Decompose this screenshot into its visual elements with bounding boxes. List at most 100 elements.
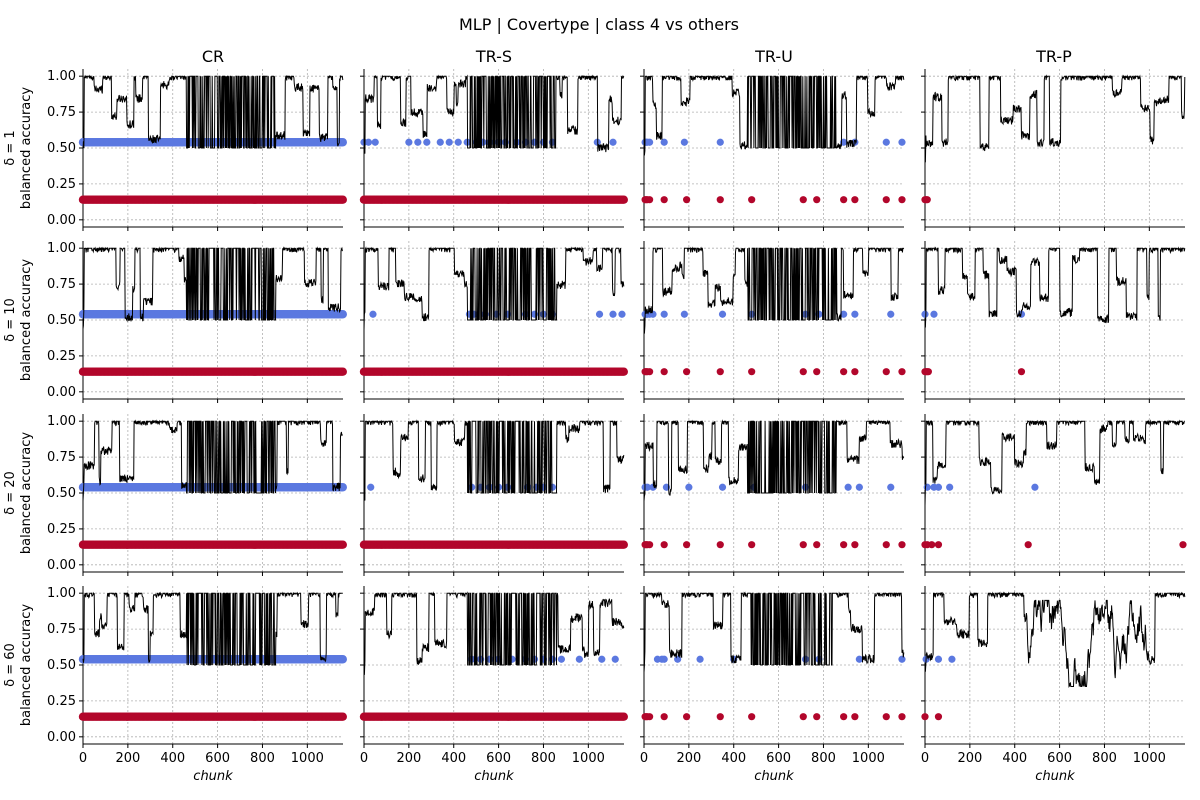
panel-r2-c3 xyxy=(921,414,1187,576)
red-point xyxy=(660,196,668,204)
y-tick-label: 0.50 xyxy=(47,658,76,673)
panel-r0-c3 xyxy=(921,69,1186,231)
blue-point xyxy=(423,138,431,146)
red-point xyxy=(683,368,691,376)
red-markers xyxy=(921,368,1026,376)
red-point xyxy=(1179,541,1187,549)
row-label-delta: δ = 1 xyxy=(3,130,18,165)
x-axis-label: chunk xyxy=(1035,769,1075,784)
x-tick-label: 400 xyxy=(441,751,466,766)
blue-markers xyxy=(922,655,956,663)
red-point xyxy=(882,368,890,376)
x-tick-label: 0 xyxy=(921,751,929,766)
blue-markers xyxy=(923,483,1039,491)
blue-point xyxy=(898,655,906,663)
panel-r1-c0: 0.00 0.25 0.50 0.75 1.00 δ = 10 balanced accur… xyxy=(3,241,347,403)
red-point xyxy=(338,195,347,204)
red-point xyxy=(898,368,906,376)
red-point xyxy=(619,540,628,549)
x-axis-label: chunk xyxy=(193,769,233,784)
accuracy-line xyxy=(82,591,343,666)
red-point xyxy=(924,368,932,376)
x-tick-label: 600 xyxy=(205,751,230,766)
red-point xyxy=(646,713,654,721)
y-tick-label: 1.00 xyxy=(47,241,76,256)
blue-point xyxy=(948,655,956,663)
red-point xyxy=(748,196,756,204)
column-title-cr: CR xyxy=(202,47,224,66)
red-markers xyxy=(641,196,906,204)
panel-grid: 0.00 0.25 0.50 0.75 1.00 δ = 1 balanced accura… xyxy=(3,69,1187,784)
blue-point xyxy=(618,310,626,318)
x-tick-label: 1000 xyxy=(1133,751,1166,766)
blue-markers xyxy=(921,310,1026,318)
accuracy-line xyxy=(924,246,1186,328)
red-point xyxy=(799,541,807,549)
accuracy-line xyxy=(363,591,625,675)
blue-point xyxy=(611,655,619,663)
blue-point xyxy=(595,310,604,318)
panel-r0-c2 xyxy=(640,69,906,231)
accuracy-line xyxy=(82,246,343,329)
blue-point xyxy=(680,138,688,146)
blue-markers xyxy=(641,310,895,318)
blue-point xyxy=(609,138,617,146)
accuracy-line xyxy=(924,419,1185,506)
red-point xyxy=(748,541,756,549)
blue-point xyxy=(898,138,906,146)
accuracy-line xyxy=(82,74,344,151)
red-point xyxy=(660,541,668,549)
y-tick-label: 0.00 xyxy=(47,558,76,573)
red-point xyxy=(799,196,807,204)
x-tick-label: 800 xyxy=(250,751,275,766)
y-tick-label: 0.25 xyxy=(47,522,76,537)
red-point xyxy=(851,541,859,549)
blue-point xyxy=(609,310,617,318)
accuracy-line xyxy=(643,419,905,501)
red-point xyxy=(1017,368,1026,376)
blue-point xyxy=(575,655,583,663)
accuracy-line xyxy=(643,74,905,156)
blue-point xyxy=(930,310,938,318)
blue-point xyxy=(445,138,453,146)
blue-markers xyxy=(78,310,347,319)
panel-r2-c0: 0.00 0.25 0.50 0.75 1.00 δ = 20 balanced accur… xyxy=(3,414,347,576)
blue-point xyxy=(840,310,848,318)
x-tick-label: 1000 xyxy=(291,751,324,766)
accuracy-line xyxy=(643,246,905,334)
red-point xyxy=(716,713,724,721)
blue-point xyxy=(680,310,688,318)
column-title-tr-s: TR-S xyxy=(475,47,512,66)
x-axis-label: chunk xyxy=(754,769,794,784)
red-point xyxy=(840,713,848,721)
x-tick-label: 400 xyxy=(721,751,746,766)
panel-r1-c1 xyxy=(359,241,628,403)
x-tick-label: 800 xyxy=(811,751,836,766)
blue-point xyxy=(414,138,422,146)
red-point xyxy=(813,368,821,376)
blue-point xyxy=(338,483,347,492)
red-point xyxy=(934,713,943,721)
panel-r2-c2 xyxy=(640,414,906,576)
blue-point xyxy=(557,655,566,663)
red-point xyxy=(840,541,848,549)
y-tick-label: 1.00 xyxy=(47,69,76,84)
x-tick-label: 400 xyxy=(1002,751,1027,766)
row-label-metric: balanced accuracy xyxy=(19,432,34,555)
red-point xyxy=(882,541,890,549)
blue-point xyxy=(844,483,852,491)
figure-title: MLP | Covertype | class 4 vs others xyxy=(459,15,739,34)
y-tick-label: 1.00 xyxy=(47,586,76,601)
blue-point xyxy=(598,655,606,663)
red-point xyxy=(683,713,691,721)
y-tick-label: 0.75 xyxy=(47,277,76,292)
blue-point xyxy=(716,138,724,146)
x-tick-label: 200 xyxy=(396,751,421,766)
blue-markers xyxy=(369,310,626,318)
red-point xyxy=(338,367,347,376)
x-tick-label: 800 xyxy=(1092,751,1117,766)
red-point xyxy=(813,541,821,549)
red-point xyxy=(619,367,628,376)
red-markers xyxy=(359,540,628,549)
